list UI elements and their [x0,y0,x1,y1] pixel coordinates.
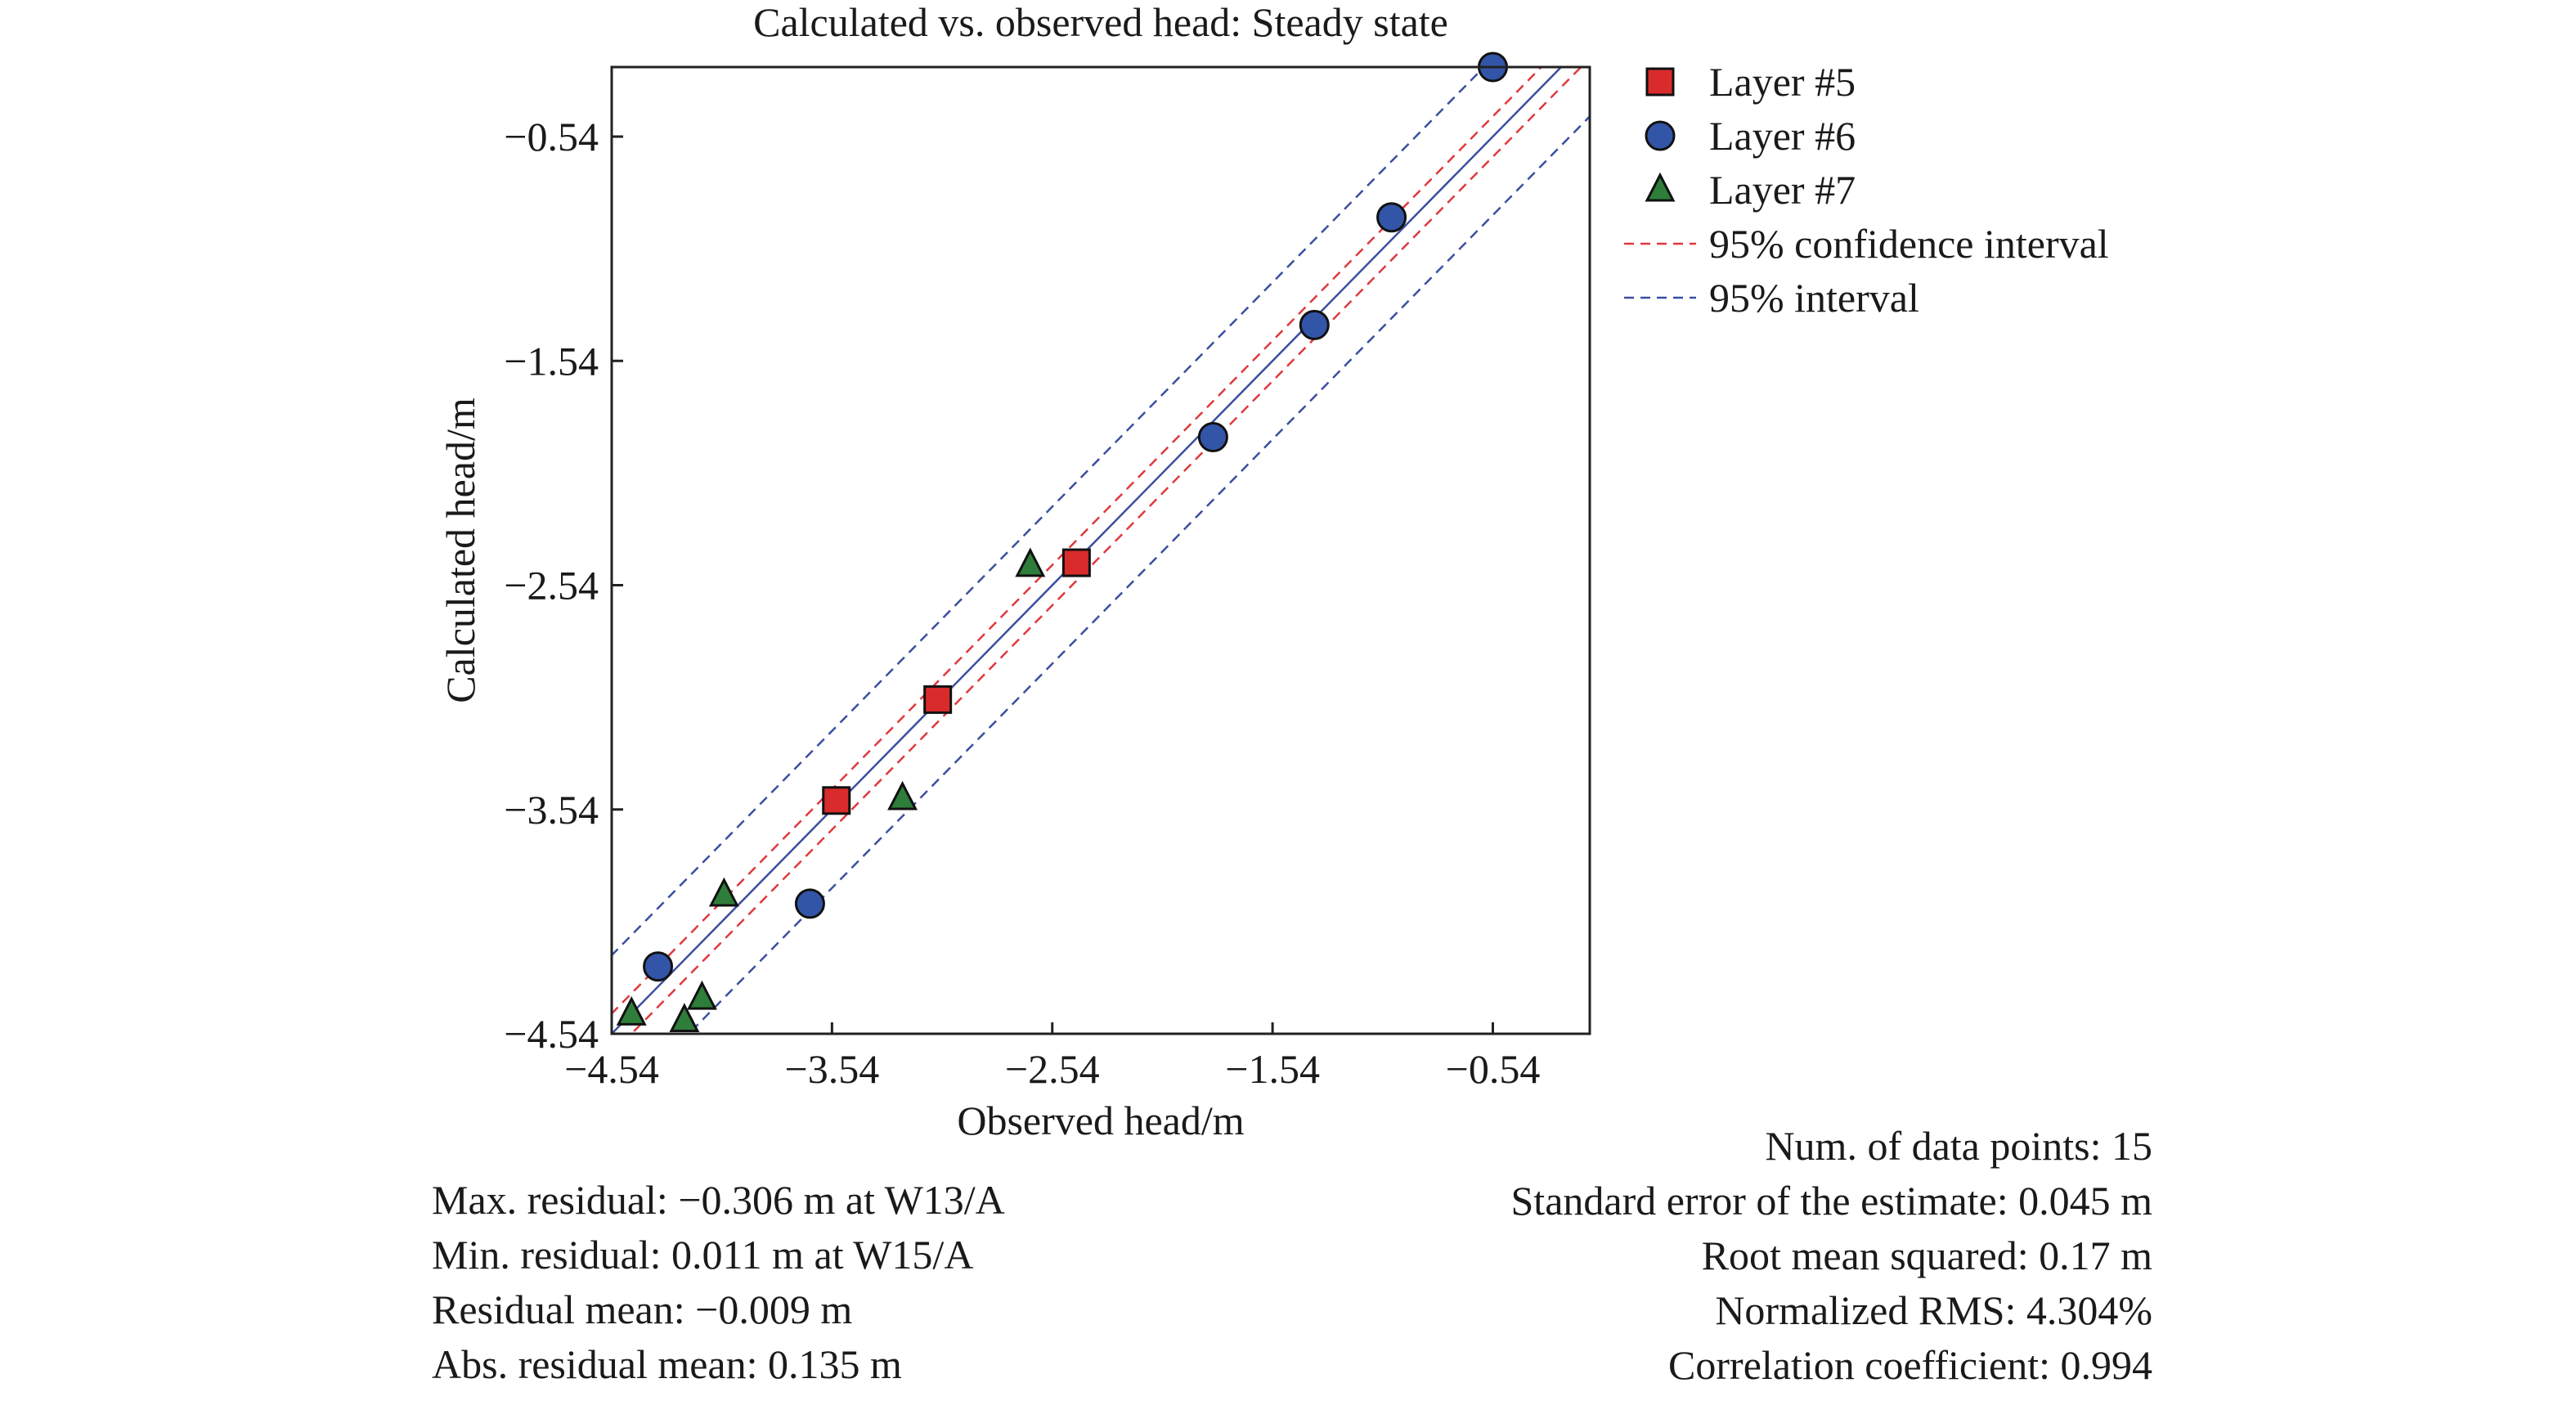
fit-stats: Num. of data points: 15 Standard error o… [1341,1119,2153,1393]
root-mean-squared: Root mean squared: 0.17 m [1701,1233,2152,1278]
data-point [822,786,851,815]
prediction-interval-line [687,115,1590,1034]
legend-label: 95% interval [1709,275,1919,321]
plot-frame [610,65,1591,1035]
data-point [923,685,953,714]
chart-title: Calculated vs. observed head: Steady sta… [753,0,1448,45]
x-tick-label: −3.54 [785,1046,880,1092]
min-residual: Min. residual: 0.011 m at W15/A [432,1232,974,1278]
confidence-interval-line [612,67,1543,1016]
data-point [669,1003,700,1033]
prediction-interval-line [612,67,1486,957]
residual-mean: Residual mean: −0.009 m [432,1286,853,1332]
data-point [794,888,825,919]
data-point [1197,422,1228,453]
legend-label: Layer #7 [1709,167,1856,213]
data-point [1061,548,1091,577]
x-tick-label: −0.54 [1446,1046,1541,1092]
data-point [643,951,674,982]
num-data-points: Num. of data points: 15 [1765,1123,2152,1169]
data-point [686,980,717,1010]
confidence-interval-line [630,67,1582,1034]
x-tick-label: −1.54 [1225,1046,1320,1092]
y-tick-label: −2.54 [504,563,599,608]
x-tick-label: −2.54 [1005,1046,1100,1092]
fit-line [612,67,1563,1034]
legend-marker [1645,172,1676,202]
y-tick-label: −0.54 [504,114,599,159]
legend-label: 95% confidence interval [1709,221,2109,267]
y-tick-label: −3.54 [504,787,599,833]
x-tick-label: −4.54 [564,1046,659,1092]
normalized-rms: Normalized RMS: 4.304% [1715,1287,2152,1333]
x-axis-label: Observed head/m [957,1098,1244,1143]
legend-marker [1645,120,1676,151]
residual-stats: Max. residual: −0.306 m at W13/A Min. re… [432,1173,1005,1392]
legend-marker [1645,67,1675,97]
max-residual: Max. residual: −0.306 m at W13/A [432,1177,1005,1223]
legend: Layer #5 Layer #6 Layer #7 95% confidence i… [1624,59,2109,321]
data-point [1376,202,1407,233]
y-tick-label: −4.54 [504,1011,599,1057]
legend-label: Layer #5 [1709,59,1856,105]
abs-residual-mean: Abs. residual mean: 0.135 m [432,1341,902,1387]
data-point [887,780,918,811]
y-tick-label: −1.54 [504,338,599,384]
y-axis-label: Calculated head/m [438,397,483,703]
data-point [1015,547,1046,577]
data-point [616,996,647,1026]
legend-label: Layer #6 [1709,113,1856,159]
standard-error: Standard error of the estimate: 0.045 m [1510,1178,2153,1224]
data-point [1299,309,1330,340]
data-point [708,877,739,907]
correlation-coefficient: Correlation coefficient: 0.994 [1668,1342,2152,1388]
